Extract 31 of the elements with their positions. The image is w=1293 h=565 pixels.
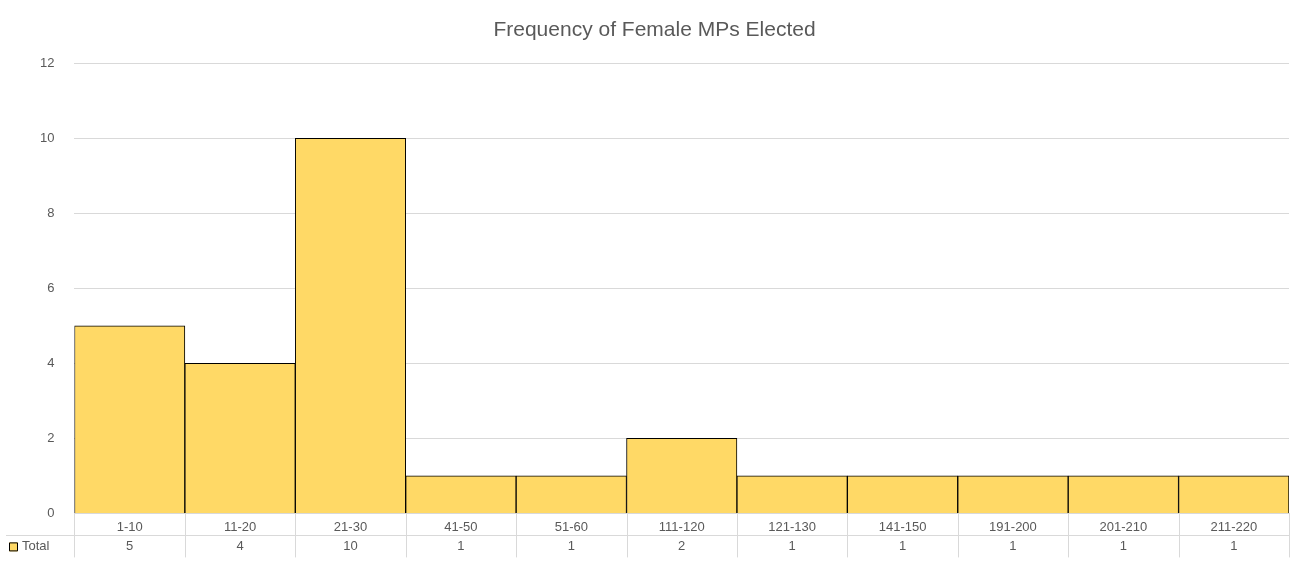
x-tick-label: 111-120: [658, 518, 705, 534]
data-label: 1: [1230, 537, 1238, 553]
y-tick-label: 2: [47, 429, 55, 445]
data-label: 1: [1119, 537, 1127, 553]
legend-label: Total: [22, 537, 50, 553]
x-tick-label: 121-130: [768, 518, 816, 534]
data-label: 2: [678, 537, 686, 553]
x-tick-label: 11-20: [223, 518, 257, 534]
y-tick-label: 12: [39, 54, 55, 70]
data-label: 1: [898, 537, 907, 553]
y-tick-label: 0: [47, 504, 55, 520]
data-label: 10: [343, 537, 358, 553]
x-tick-label: 51-60: [554, 518, 588, 534]
x-tick-label: 21-30: [333, 518, 368, 534]
x-tick-label: 201-210: [1099, 518, 1148, 534]
x-tick-label: 191-200: [989, 518, 1037, 534]
y-tick-label: 6: [47, 279, 55, 295]
data-label: 5: [126, 537, 134, 553]
x-tick-label: 41-50: [444, 518, 478, 534]
data-label: 1: [788, 537, 796, 553]
data-label: 1: [567, 537, 575, 553]
data-label: 4: [236, 537, 244, 553]
x-tick-label: 1-10: [116, 518, 143, 534]
y-tick-label: 10: [39, 129, 55, 145]
y-tick-label: 8: [47, 204, 55, 220]
data-label: 1: [1009, 537, 1017, 553]
x-tick-label: 211-220: [1210, 518, 1258, 534]
y-tick-label: 4: [47, 354, 55, 370]
data-label: 1: [457, 537, 465, 553]
x-tick-label: 141-150: [878, 518, 927, 534]
chart-title: Frequency of Female MPs Elected: [493, 17, 816, 41]
